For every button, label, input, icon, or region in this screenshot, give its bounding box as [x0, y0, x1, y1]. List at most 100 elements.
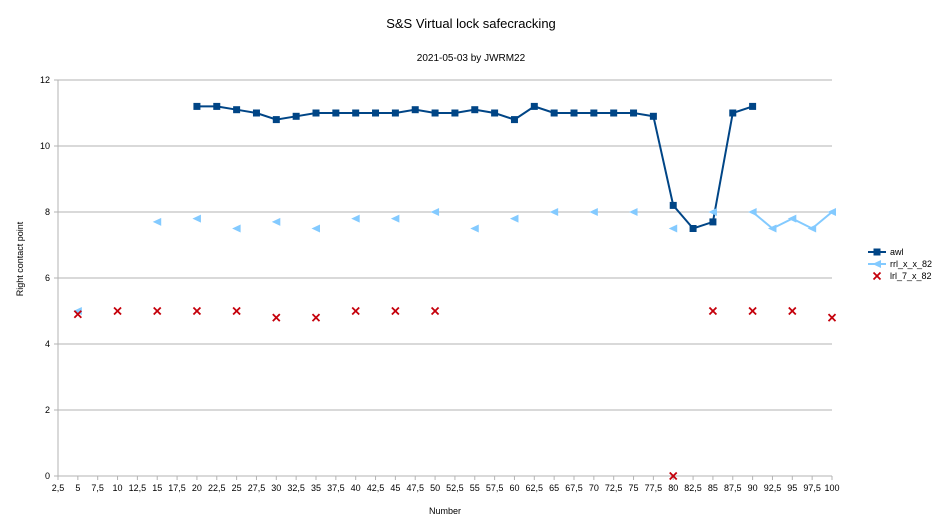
data-point	[827, 208, 836, 216]
x-marker-stroke	[872, 271, 882, 281]
data-point	[510, 116, 518, 124]
x-marker-stroke	[430, 306, 440, 316]
x-tick-label: 10	[113, 483, 123, 493]
data-point	[610, 109, 618, 117]
data-point	[431, 109, 439, 117]
data-point	[590, 109, 598, 117]
x-tick-label: 22,5	[208, 483, 226, 493]
data-point	[471, 106, 479, 114]
data-point	[232, 306, 241, 316]
x-tick-labels: 2,5 5 7,5 10 12,5 15 17,5 20 22,5 25 27,5 30 32,5 35 3…	[52, 483, 840, 493]
x-tick-label: 5	[75, 483, 80, 493]
data-point	[530, 102, 538, 110]
x-tick-label: 20	[192, 483, 202, 493]
data-point	[748, 306, 757, 316]
y-tick-label: 8	[45, 207, 50, 217]
data-point	[570, 109, 578, 117]
x-marker-stroke	[153, 306, 162, 316]
data-point	[649, 112, 657, 120]
data-point	[232, 224, 241, 233]
x-tick-label: 100	[824, 483, 839, 493]
legend-entry: awl	[868, 247, 904, 257]
y-tick-label: 0	[45, 471, 50, 481]
data-point	[509, 214, 519, 223]
x-tick-label: 55	[470, 483, 480, 493]
x-tick-label: 95	[787, 483, 797, 493]
legend-entry: lrl_7_x_82	[872, 271, 932, 281]
x-marker-stroke	[708, 306, 718, 316]
data-point	[272, 313, 281, 322]
x-tick-label: 45	[390, 483, 400, 493]
data-point	[272, 116, 280, 124]
y-tick-label: 10	[40, 141, 50, 151]
series-awl	[193, 102, 757, 232]
x-marker-stroke	[827, 313, 837, 322]
x-tick-label: 65	[549, 483, 559, 493]
data-point	[788, 306, 797, 316]
data-point	[311, 313, 321, 322]
legend: awl rrl_x_x_82 lrl_7_x_82	[868, 247, 932, 281]
data-point	[391, 306, 400, 316]
x-tick-label: 62,5	[526, 483, 544, 493]
x-tick-label: 35	[311, 483, 321, 493]
data-point	[708, 306, 718, 316]
data-point	[73, 310, 82, 319]
x-tick-label: 15	[152, 483, 162, 493]
x-tick-label: 27,5	[248, 483, 266, 493]
x-tick-label: 72,5	[605, 483, 623, 493]
legend-marker	[872, 271, 882, 281]
series-rrl_x_x_82	[73, 208, 836, 315]
grid-lines	[58, 79, 832, 477]
x-marker-stroke	[351, 306, 360, 316]
data-point	[390, 214, 400, 223]
legend-entry: rrl_x_x_82	[868, 259, 932, 269]
x-tick-label: 37,5	[327, 483, 345, 493]
data-point	[470, 224, 479, 233]
data-point	[292, 112, 300, 120]
data-point	[787, 214, 797, 223]
data-point	[411, 106, 419, 114]
data-point	[372, 109, 380, 117]
data-point	[430, 208, 440, 216]
data-point	[430, 306, 440, 316]
x-tick-label: 17,5	[168, 483, 186, 493]
data-point	[767, 224, 777, 233]
x-tick-label: 12,5	[129, 483, 147, 493]
x-tick-label: 7,5	[91, 483, 104, 493]
x-tick-label: 92,5	[764, 483, 782, 493]
x-tick-label: 50	[430, 483, 440, 493]
data-point	[689, 225, 697, 232]
data-point	[451, 109, 459, 117]
x-tick-label: 52,5	[446, 483, 464, 493]
data-point	[192, 214, 201, 223]
chart-title: S&S Virtual lock safecracking	[386, 16, 556, 31]
data-point	[708, 208, 717, 216]
data-point	[807, 224, 817, 233]
data-point	[709, 218, 717, 226]
y-tick-label: 6	[45, 273, 50, 283]
data-point	[352, 109, 360, 117]
data-point	[213, 102, 221, 110]
x-tick-label: 70	[589, 483, 599, 493]
axes	[54, 79, 833, 480]
data-point	[549, 208, 559, 216]
x-tick-label: 60	[509, 483, 519, 493]
x-marker-stroke	[232, 306, 241, 316]
x-axis-title: Number	[429, 506, 461, 516]
x-tick-label: 77,5	[645, 483, 663, 493]
legend-label: rrl_x_x_82	[890, 259, 932, 269]
x-tick-label: 97,5	[803, 483, 821, 493]
x-marker-stroke	[788, 306, 797, 316]
x-tick-label: 90	[748, 483, 758, 493]
x-tick-label: 2,5	[52, 483, 65, 493]
x-tick-label: 75	[629, 483, 639, 493]
data-point	[312, 109, 320, 117]
data-point	[192, 306, 202, 316]
data-point	[669, 201, 677, 209]
series-line	[196, 105, 753, 230]
legend-label: lrl_7_x_82	[890, 271, 932, 281]
data-point	[749, 102, 757, 110]
x-tick-label: 32,5	[287, 483, 305, 493]
x-marker-stroke	[748, 306, 757, 316]
